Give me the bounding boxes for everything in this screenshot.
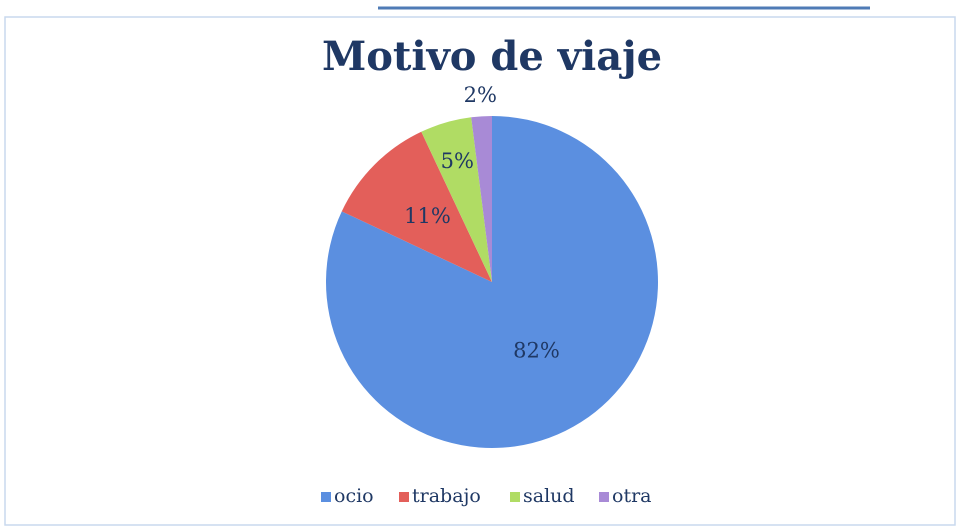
chart-title: Motivo de viaje [322,33,662,80]
chart-frame [4,16,956,526]
pie-slice [471,116,492,282]
data-label: 2% [464,83,497,107]
data-label: 11% [404,204,451,228]
legend-label: otra [612,485,651,507]
pie-slice [341,131,492,282]
legend-swatch [321,492,331,502]
legend-swatch [599,492,609,502]
legend-swatch [399,492,409,502]
legend-label: ocio [334,485,374,507]
data-label: 5% [441,149,474,173]
legend-label: salud [523,485,575,507]
legend-label: trabajo [412,485,481,507]
pie-slice [421,117,492,282]
data-label: 82% [513,339,560,363]
legend-swatch [510,492,520,502]
